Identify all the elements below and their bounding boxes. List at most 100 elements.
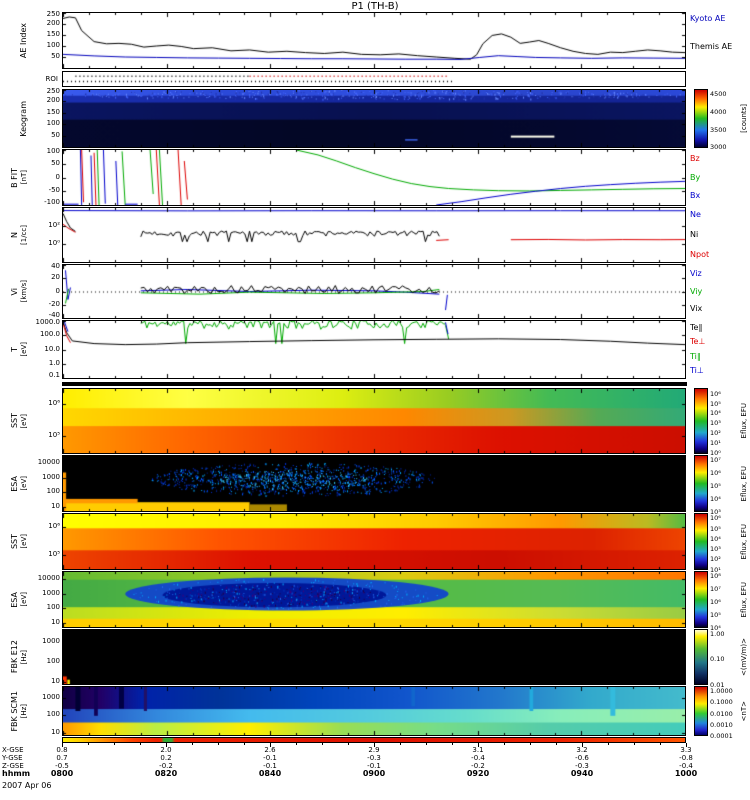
- fbk-b-colorbar-tick: 0.0100: [710, 709, 733, 718]
- time-tick: [166, 743, 167, 747]
- panel-mode-bar: [62, 737, 686, 743]
- temperature-ytick: 1.0: [48, 358, 60, 367]
- ae-index-ytick: 200: [46, 19, 60, 27]
- fbk-e-colorbar: [694, 629, 708, 685]
- esa-ion-colorbar-title: Eflux, EFU: [740, 455, 750, 512]
- temperature-canvas: [63, 321, 685, 378]
- series-label-ti: Ti∥: [690, 351, 701, 361]
- n-density-ytick: 10⁰: [48, 239, 60, 247]
- temperature-plot: [62, 320, 686, 379]
- sst-ion-colorbar-tick: 10²: [710, 429, 721, 438]
- sst-ion-plot: [62, 388, 686, 454]
- fbk-b-colorbar-tick: 0.0010: [710, 720, 733, 729]
- eph-value: 3.3: [680, 746, 692, 754]
- esa-ion-colorbar: [694, 455, 708, 512]
- vi-plot: [62, 264, 686, 319]
- sst-elec-ytick: 10⁶: [48, 522, 60, 531]
- time-tick: [88, 743, 89, 745]
- sst-ion-canvas: [63, 389, 685, 453]
- time-tick: [244, 743, 245, 745]
- mode-bar-canvas: [63, 738, 685, 742]
- temperature-ytick: 1000.0: [35, 318, 61, 326]
- panel-ae-index: AE Index 250 200 150 100 50 Kyoto AE Themis AE: [19, 11, 732, 69]
- sst-elec-ytick: 10⁵: [48, 549, 60, 558]
- sst-ion-axis-label-text: SST: [10, 413, 19, 429]
- sst-ion-colorbar-canvas: [695, 389, 707, 453]
- time-tick: [62, 743, 63, 747]
- time-tick: [322, 743, 323, 745]
- temperature-ytick: 10.0: [44, 344, 60, 353]
- keogram-colorbar-tick: 3000: [710, 143, 727, 152]
- sst-ion-ytick: 10⁵: [48, 431, 60, 440]
- sst-ion-colorbar-tick: 10⁴: [710, 409, 721, 418]
- time-tick-label: 0820: [154, 769, 178, 778]
- time-tick: [634, 743, 635, 745]
- sst-elec-axis-label-text: SST: [10, 533, 19, 550]
- sst-elec-colorbar: [694, 513, 708, 570]
- keogram-ytick: 200: [46, 96, 60, 105]
- panel-sst-ion: SST [eV] 10⁶ 10⁵ 10⁶ 10⁵ 10⁴ 10³ 10² 10¹ 10⁰ Eflux,…: [10, 388, 748, 457]
- fbk-e-colorbar-title-text: <(mV/m)>: [740, 638, 748, 676]
- sst-elec-colorbar-tick: 10⁴: [710, 534, 721, 543]
- keogram-ytick: 250: [46, 87, 60, 95]
- time-tick-label: 0900: [362, 769, 386, 778]
- n-density-axis-label-text: N: [10, 232, 19, 238]
- series-label-viz: Viz: [690, 268, 702, 278]
- sst-ion-axis-unit: [eV]: [20, 413, 28, 429]
- fbk-e-colorbar-canvas: [695, 630, 707, 684]
- esa-ion-colorbar-tick: 10⁶: [710, 469, 721, 478]
- keogram-colorbar: [694, 89, 708, 148]
- series-label-by: By: [690, 172, 701, 182]
- panel-n-density: N [1/cc] 10² 10⁰ Ne Ni Npot: [10, 207, 709, 263]
- vi-ytick: -20: [48, 299, 60, 308]
- eph-value: -0.2: [471, 762, 485, 770]
- time-tick: [582, 743, 583, 747]
- eph-label: Y-GSE: [2, 754, 23, 762]
- time-tick: [452, 743, 453, 745]
- fbk-e-ytick: 100: [46, 657, 60, 666]
- b-fit-ytick: 50: [51, 158, 60, 167]
- series-label-npot: Npot: [690, 249, 710, 259]
- sst-ion-colorbar-tick: 10⁰: [710, 449, 721, 458]
- ae-index-ytick: 100: [46, 41, 60, 49]
- panel-b-fit: B FIT [nT] 100 50 0 -50 -100 Bz By Bx: [10, 148, 700, 206]
- ae-index-canvas: [63, 13, 685, 68]
- esa-elec-colorbar-tick: 10⁴: [710, 623, 721, 632]
- b-fit-ytick: -100: [44, 198, 60, 206]
- sst-elec-colorbar-tick: 10³: [710, 545, 721, 554]
- sst-elec-colorbar-canvas: [695, 514, 707, 569]
- b-fit-ytick: -50: [48, 186, 60, 195]
- vi-ytick: -40: [48, 311, 60, 319]
- panel-keogram: Keogram 250 200 150 100 50 4500 4000 3500 3000 [co…: [19, 88, 748, 151]
- vi-ytick: 40: [51, 262, 60, 270]
- time-tick: [556, 743, 557, 745]
- eph-value: -0.1: [263, 754, 277, 762]
- ae-index-ytick: 150: [46, 30, 60, 38]
- time-tick: [686, 743, 687, 747]
- fbk-b-colorbar-tick: 0.0001: [710, 732, 733, 740]
- panel-esa-elec: ESA [eV] 10000 1000 100 10 10⁸ 10⁷ 10⁶ 10⁵ 10⁴ Eflu…: [10, 571, 748, 631]
- keogram-ytick: 150: [46, 107, 60, 116]
- esa-elec-ytick: 100: [46, 603, 60, 612]
- keogram-colorbar-title-text: [counts]: [740, 104, 748, 133]
- sst-elec-colorbar-tick: 10⁵: [710, 524, 721, 533]
- fbk-b-colorbar: [694, 686, 708, 736]
- esa-ion-colorbar-tick: 10⁵: [710, 481, 721, 490]
- time-axis: [62, 743, 687, 748]
- sst-ion-colorbar-tick: 10¹: [710, 439, 721, 448]
- eph-row-y-gse: Y-GSE 0.7 0.2 -0.1 -0.3 -0.4 -0.6 -0.8: [0, 754, 750, 762]
- time-tick: [140, 743, 141, 745]
- n-density-ytick: 10²: [48, 221, 60, 229]
- time-tick: [270, 743, 271, 747]
- time-tick: [218, 743, 219, 745]
- mode-bar-plot: [62, 737, 686, 743]
- sst-elec-plot: [62, 513, 686, 570]
- time-tick: [348, 743, 349, 745]
- esa-ion-ytick: 1000: [42, 472, 60, 481]
- vi-ytick: 20: [51, 273, 60, 282]
- n-density-plot: [62, 207, 686, 263]
- n-density-axis-label: N [1/cc]: [2, 207, 28, 263]
- series-label-ne: Ne: [690, 210, 701, 220]
- fbk-b-ytick: 10: [51, 728, 60, 736]
- fbk-e-ytick: 10: [51, 677, 60, 685]
